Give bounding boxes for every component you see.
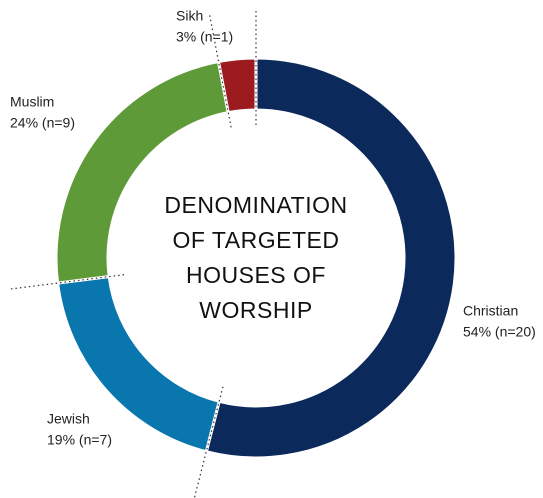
leader-line bbox=[9, 274, 125, 290]
value-label: 3% (n=1) bbox=[176, 29, 233, 45]
segment-label: Christian bbox=[463, 303, 518, 319]
leader-line bbox=[208, 14, 232, 128]
chart-title: OF TARGETED bbox=[173, 227, 340, 253]
value-label: 24% (n=9) bbox=[10, 115, 75, 131]
segment-label: Muslim bbox=[10, 94, 54, 110]
chart-title: WORSHIP bbox=[199, 297, 312, 323]
segment-label: Jewish bbox=[47, 411, 90, 427]
segment-label: Sikh bbox=[176, 8, 203, 24]
donut-segment bbox=[204, 56, 458, 460]
value-label: 54% (n=20) bbox=[463, 324, 536, 340]
leader-line bbox=[193, 386, 224, 498]
chart-title: HOUSES OF bbox=[186, 262, 326, 288]
value-label: 19% (n=7) bbox=[47, 432, 112, 448]
chart-title: DENOMINATION bbox=[164, 192, 347, 218]
